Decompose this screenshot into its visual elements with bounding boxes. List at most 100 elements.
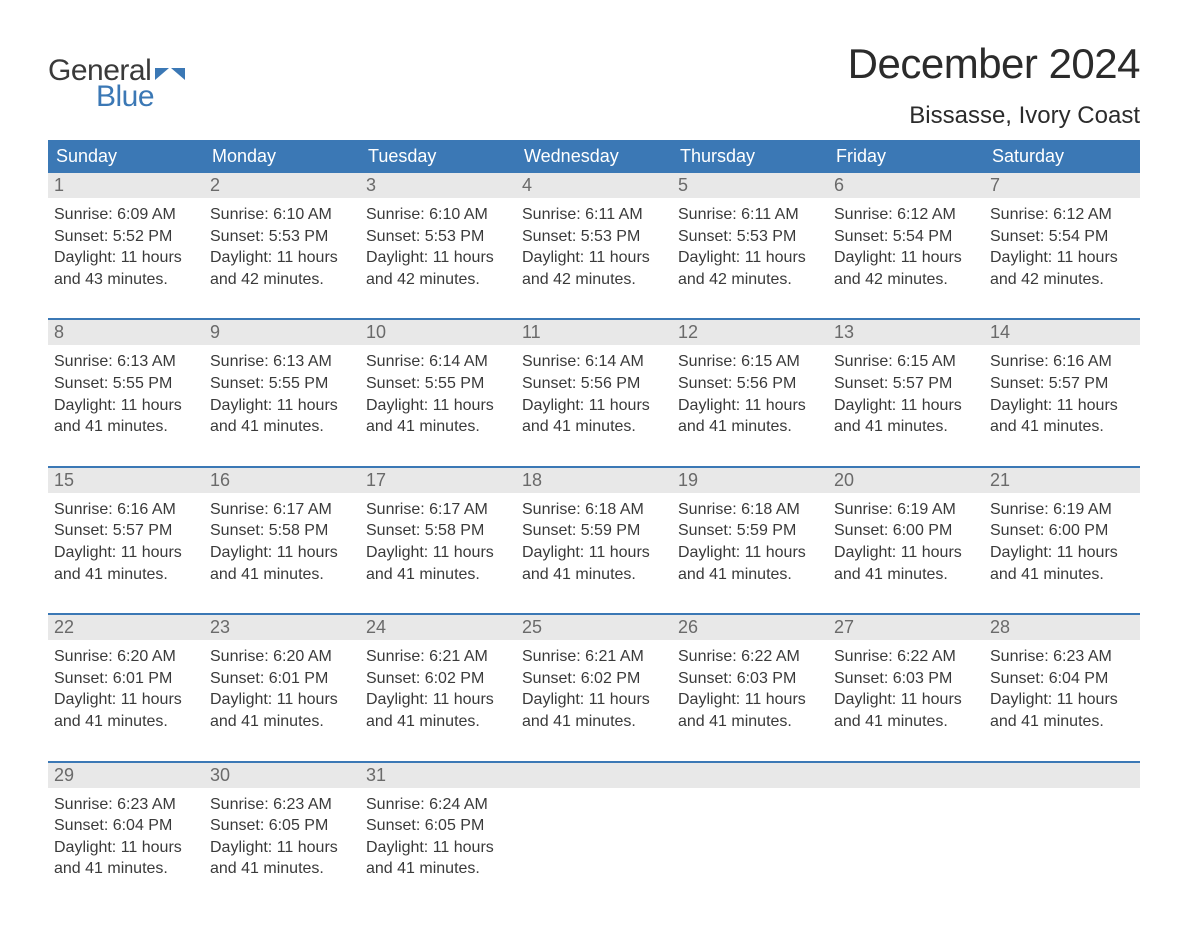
sunrise-line: Sunrise: 6:11 AM (678, 204, 822, 226)
sunrise-line: Sunrise: 6:15 AM (834, 351, 978, 373)
sunset-line: Sunset: 5:57 PM (54, 520, 198, 542)
day-number: 23 (204, 615, 360, 640)
sunset-line: Sunset: 6:03 PM (678, 668, 822, 690)
day-number (828, 763, 984, 788)
sunset-line: Sunset: 6:01 PM (54, 668, 198, 690)
dow-header-cell: Thursday (672, 140, 828, 173)
calendar-day: 21Sunrise: 6:19 AMSunset: 6:00 PMDayligh… (984, 468, 1140, 595)
day-number: 18 (516, 468, 672, 493)
day-details: Sunrise: 6:15 AMSunset: 5:57 PMDaylight:… (828, 345, 984, 437)
day-number: 20 (828, 468, 984, 493)
day-number (516, 763, 672, 788)
day-details: Sunrise: 6:10 AMSunset: 5:53 PMDaylight:… (360, 198, 516, 290)
daylight-line: Daylight: 11 hours and 41 minutes. (522, 395, 666, 438)
dow-header-cell: Tuesday (360, 140, 516, 173)
calendar-day: 19Sunrise: 6:18 AMSunset: 5:59 PMDayligh… (672, 468, 828, 595)
day-details: Sunrise: 6:15 AMSunset: 5:56 PMDaylight:… (672, 345, 828, 437)
sunrise-line: Sunrise: 6:12 AM (990, 204, 1134, 226)
calendar-day: 4Sunrise: 6:11 AMSunset: 5:53 PMDaylight… (516, 173, 672, 300)
sunset-line: Sunset: 6:05 PM (210, 815, 354, 837)
calendar-day: 24Sunrise: 6:21 AMSunset: 6:02 PMDayligh… (360, 615, 516, 742)
day-number (984, 763, 1140, 788)
day-details: Sunrise: 6:19 AMSunset: 6:00 PMDaylight:… (828, 493, 984, 585)
sunrise-line: Sunrise: 6:21 AM (366, 646, 510, 668)
calendar-week: 15 Sunrise: 6:16 AMSunset: 5:57 PM Dayligh… (48, 466, 1140, 595)
calendar-day-empty (984, 763, 1140, 890)
daylight-line: Daylight: 11 hours and 41 minutes. (210, 395, 354, 438)
calendar-week: 29Sunrise: 6:23 AMSunset: 6:04 PMDayligh… (48, 761, 1140, 890)
day-details: Sunrise: 6:13 AMSunset: 5:55 PMDaylight:… (48, 345, 204, 437)
sunrise-line: Sunrise: 6:17 AM (366, 499, 510, 521)
day-details: Sunrise: 6:20 AMSunset: 6:01 PMDaylight:… (48, 640, 204, 732)
calendar-day: 10Sunrise: 6:14 AMSunset: 5:55 PMDayligh… (360, 320, 516, 447)
day-number: 5 (672, 173, 828, 198)
day-number: 11 (516, 320, 672, 345)
daylight-line: Daylight: 11 hours and 42 minutes. (678, 247, 822, 290)
calendar-day: 18Sunrise: 6:18 AMSunset: 5:59 PMDayligh… (516, 468, 672, 595)
calendar-day: 22Sunrise: 6:20 AMSunset: 6:01 PMDayligh… (48, 615, 204, 742)
sunrise-line: Sunrise: 6:17 AM (210, 499, 354, 521)
sunrise-line: Sunrise: 6:14 AM (522, 351, 666, 373)
sunrise-line: Sunrise: 6:12 AM (834, 204, 978, 226)
calendar-day: 27Sunrise: 6:22 AMSunset: 6:03 PMDayligh… (828, 615, 984, 742)
daylight-line: Daylight: 11 hours and 41 minutes. (366, 542, 510, 585)
sunrise-line: Sunrise: 6:19 AM (990, 499, 1134, 521)
daylight-line: Daylight: 11 hours and 41 minutes. (990, 542, 1134, 585)
calendar-day: 26Sunrise: 6:22 AMSunset: 6:03 PMDayligh… (672, 615, 828, 742)
daylight-line: Daylight: 11 hours and 41 minutes. (834, 542, 978, 585)
day-number: 31 (360, 763, 516, 788)
calendar-day: 1Sunrise: 6:09 AMSunset: 5:52 PMDaylight… (48, 173, 204, 300)
dow-header-cell: Friday (828, 140, 984, 173)
day-details: Sunrise: 6:14 AMSunset: 5:55 PMDaylight:… (360, 345, 516, 437)
day-number: 7 (984, 173, 1140, 198)
calendar-day-empty (516, 763, 672, 890)
sunset-line: Sunset: 5:58 PM (210, 520, 354, 542)
sunset-line: Sunset: 5:53 PM (366, 226, 510, 248)
sunset-line: Sunset: 6:04 PM (990, 668, 1134, 690)
day-number: 6 (828, 173, 984, 198)
sunset-line: Sunset: 5:53 PM (210, 226, 354, 248)
daylight-line: Daylight: 11 hours and 41 minutes. (210, 689, 354, 732)
daylight-line: Daylight: 11 hours and 41 minutes. (54, 837, 198, 880)
sunrise-line: Sunrise: 6:15 AM (678, 351, 822, 373)
sunrise-line: Sunrise: 6:16 AM (54, 499, 198, 521)
calendar-day: 16Sunrise: 6:17 AMSunset: 5:58 PMDayligh… (204, 468, 360, 595)
day-number: 13 (828, 320, 984, 345)
day-number: 12 (672, 320, 828, 345)
dow-header-cell: Monday (204, 140, 360, 173)
day-details: Sunrise: 6:09 AMSunset: 5:52 PMDaylight:… (48, 198, 204, 290)
sunrise-line: Sunrise: 6:24 AM (366, 794, 510, 816)
sunrise-line: Sunrise: 6:23 AM (54, 794, 198, 816)
sunrise-line: Sunrise: 6:23 AM (210, 794, 354, 816)
daylight-line: Daylight: 11 hours and 41 minutes. (54, 395, 198, 438)
sunrise-line: Sunrise: 6:14 AM (366, 351, 510, 373)
daylight-line: Daylight: 11 hours and 41 minutes. (54, 689, 198, 732)
daylight-line: Daylight: 11 hours and 41 minutes. (522, 689, 666, 732)
daylight-line: Daylight: 11 hours and 41 minutes. (210, 542, 354, 585)
sunset-line: Sunset: 5:57 PM (834, 373, 978, 395)
day-details: Sunrise: 6:19 AMSunset: 6:00 PMDaylight:… (984, 493, 1140, 585)
sunset-line: Sunset: 5:58 PM (366, 520, 510, 542)
sunset-line: Sunset: 6:00 PM (990, 520, 1134, 542)
sunrise-line: Sunrise: 6:20 AM (210, 646, 354, 668)
sunset-line: Sunset: 5:57 PM (990, 373, 1134, 395)
dow-header-cell: Wednesday (516, 140, 672, 173)
sunrise-line: Sunrise: 6:23 AM (990, 646, 1134, 668)
calendar-day-empty (828, 763, 984, 890)
day-details: Sunrise: 6:22 AMSunset: 6:03 PMDaylight:… (828, 640, 984, 732)
day-number: 22 (48, 615, 204, 640)
calendar-week: 22Sunrise: 6:20 AMSunset: 6:01 PMDayligh… (48, 613, 1140, 742)
daylight-line: Daylight: 11 hours and 41 minutes. (834, 689, 978, 732)
daylight-line: Daylight: 11 hours and 42 minutes. (210, 247, 354, 290)
day-number: 26 (672, 615, 828, 640)
calendar-day: 15Sunrise: 6:16 AMSunset: 5:57 PMDayligh… (48, 468, 204, 595)
calendar-week: 8Sunrise: 6:13 AMSunset: 5:55 PMDaylight… (48, 318, 1140, 447)
location-label: Bissasse, Ivory Coast (848, 102, 1140, 130)
sunset-line: Sunset: 5:56 PM (522, 373, 666, 395)
day-number: 8 (48, 320, 204, 345)
day-number: 17 (360, 468, 516, 493)
day-details: Sunrise: 6:23 AMSunset: 6:04 PMDaylight:… (48, 788, 204, 880)
sunset-line: Sunset: 5:54 PM (990, 226, 1134, 248)
day-number: 15 (48, 468, 204, 493)
sunrise-line: Sunrise: 6:11 AM (522, 204, 666, 226)
